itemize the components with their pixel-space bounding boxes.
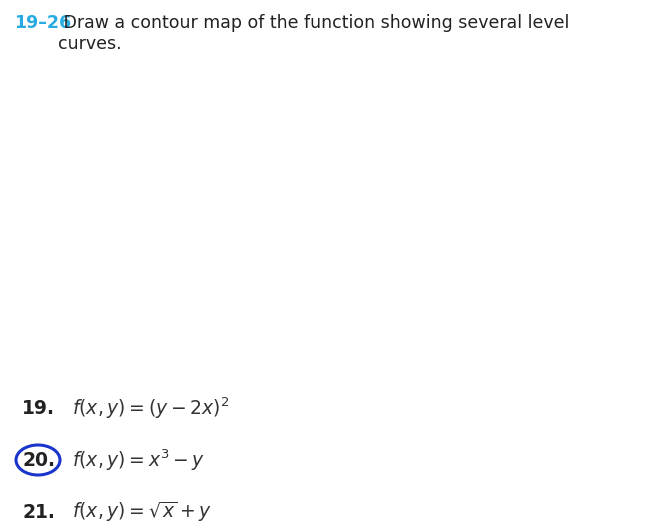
Text: Draw a contour map of the function showing several level
curves.: Draw a contour map of the function showi… bbox=[58, 14, 569, 53]
Text: $f(x, y) = (y - 2x)^2$: $f(x, y) = (y - 2x)^2$ bbox=[72, 395, 229, 421]
Text: 19–26: 19–26 bbox=[14, 14, 71, 32]
Text: $f(x, y) = x^3 - y$: $f(x, y) = x^3 - y$ bbox=[72, 447, 205, 473]
Text: 19.: 19. bbox=[22, 398, 55, 417]
Text: 21.: 21. bbox=[22, 502, 55, 521]
Text: 20.: 20. bbox=[22, 450, 55, 469]
Text: $f(x, y) = \sqrt{x} + y$: $f(x, y) = \sqrt{x} + y$ bbox=[72, 500, 212, 524]
